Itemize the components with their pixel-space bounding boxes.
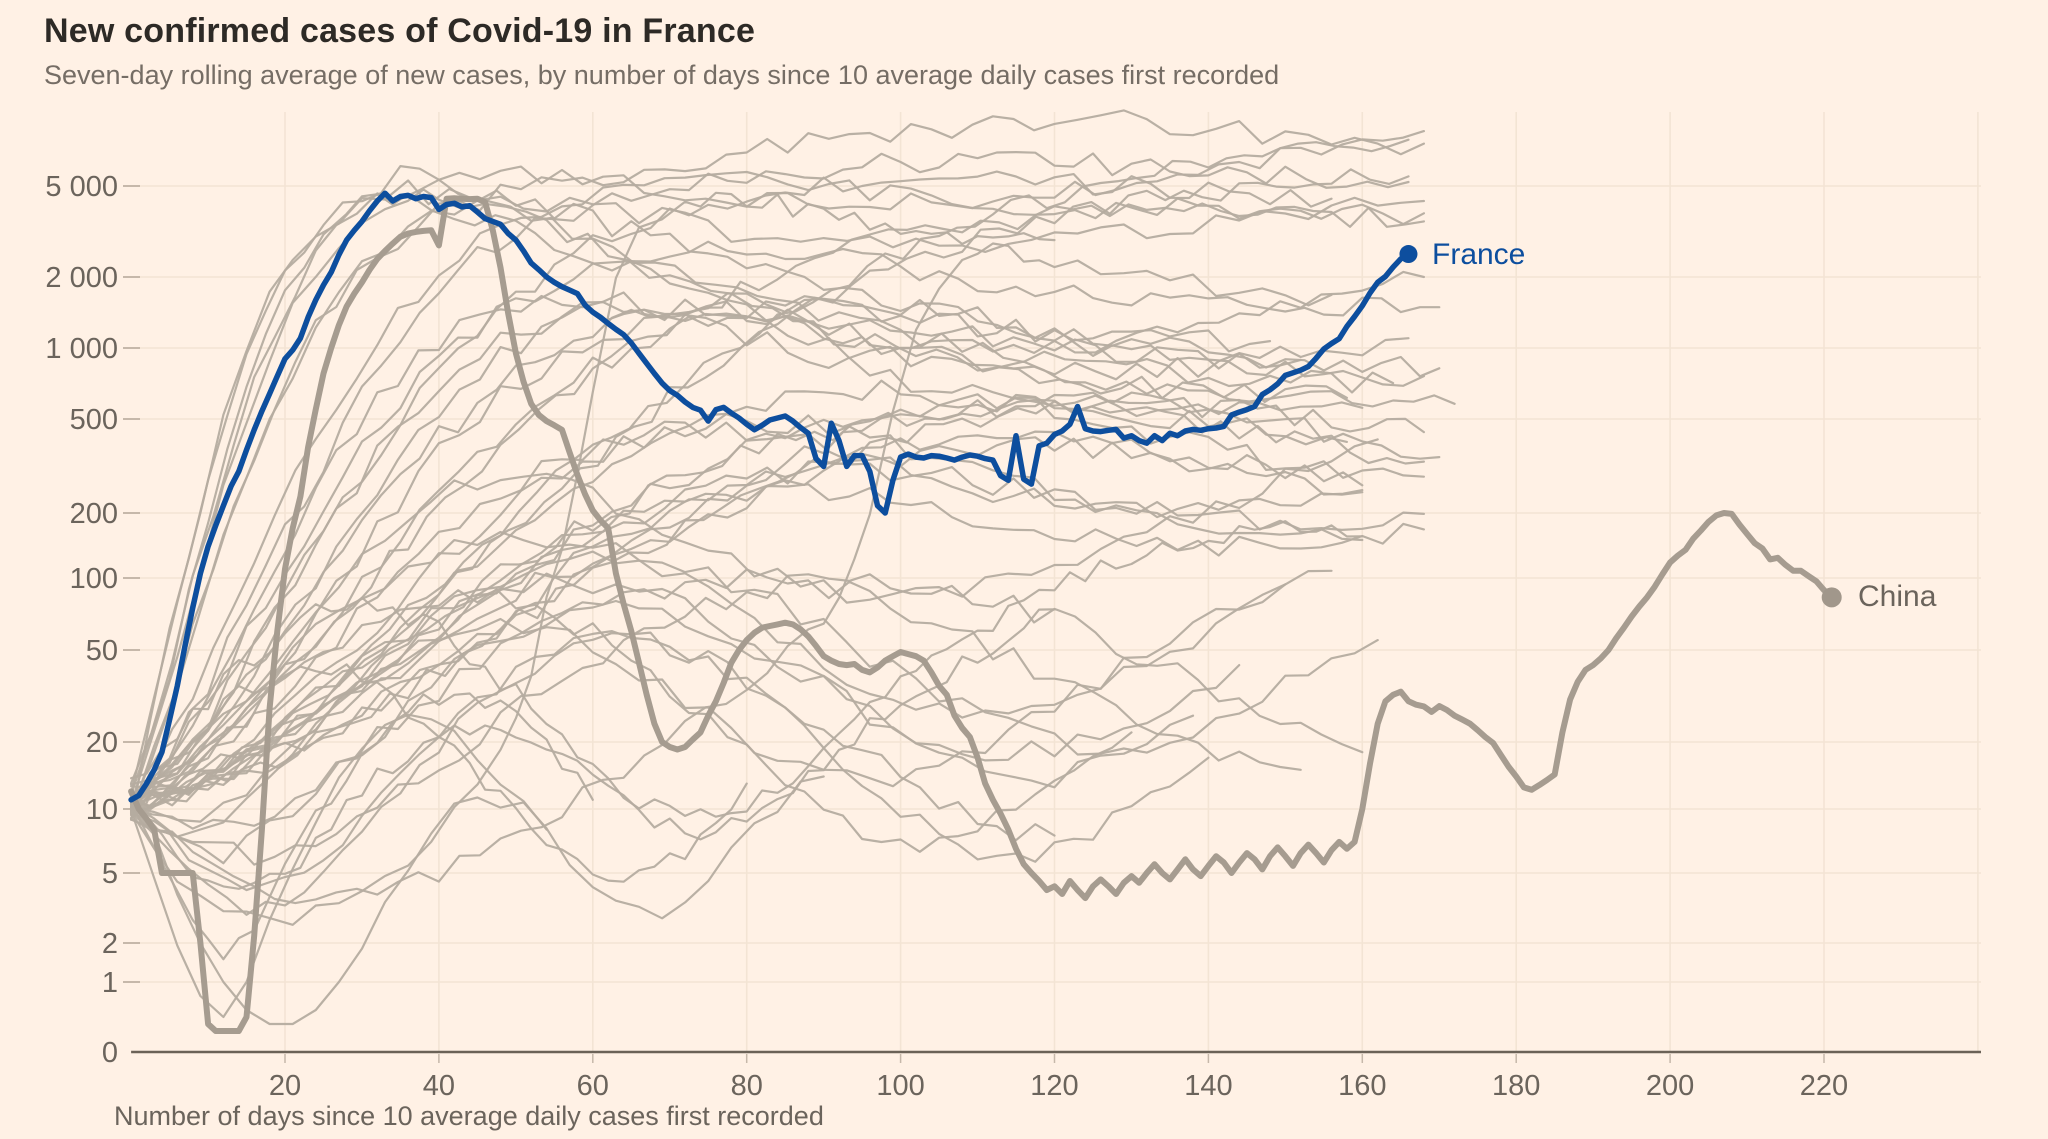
background-series-line	[130, 165, 1425, 821]
background-series-line	[130, 631, 1056, 916]
x-tick-label: 40	[423, 1070, 455, 1102]
background-series-line	[130, 295, 1441, 802]
background-series-line	[130, 312, 1302, 802]
background-series-line	[130, 460, 1425, 812]
page-title: New confirmed cases of Covid-19 in Franc…	[44, 12, 756, 50]
y-tick-label: 0	[102, 1037, 118, 1069]
france-series-label: France	[1432, 238, 1526, 271]
france-endpoint-dot	[1399, 245, 1418, 264]
background-series-line	[130, 572, 1195, 807]
x-tick-label: 60	[577, 1070, 609, 1102]
background-series-line	[130, 379, 1425, 820]
background-series-line	[130, 568, 1302, 830]
background-series-line	[130, 151, 1410, 810]
x-tick-label: 80	[731, 1070, 763, 1102]
x-tick-label: 220	[1800, 1070, 1848, 1102]
y-tick-label: 2	[102, 928, 118, 960]
x-tick-label: 160	[1338, 1070, 1386, 1102]
background-series-line	[130, 398, 1425, 811]
y-tick-label: 10	[86, 794, 118, 826]
y-tick-label: 20	[86, 727, 118, 759]
x-tick-label: 100	[876, 1070, 924, 1102]
background-series-line	[130, 391, 1441, 805]
background-series-line	[130, 168, 1410, 805]
x-tick-label: 200	[1646, 1070, 1694, 1102]
background-series-line	[130, 775, 825, 1026]
x-axis-title: Number of days since 10 average daily ca…	[114, 1101, 824, 1131]
background-series-line	[130, 191, 1056, 926]
background-series-line	[130, 170, 1333, 804]
background-series-line	[130, 242, 1333, 905]
y-tick-label: 200	[70, 498, 118, 530]
background-series-line	[130, 202, 1425, 810]
background-series-line	[130, 436, 1364, 811]
y-tick-label: 100	[70, 563, 118, 595]
x-tick-label: 140	[1184, 1070, 1232, 1102]
background-series-line	[130, 608, 1056, 890]
y-tick-label: 500	[70, 404, 118, 436]
page-subtitle: Seven-day rolling average of new cases, …	[44, 60, 1280, 90]
y-tick-label: 1	[102, 967, 118, 999]
background-series-line	[130, 109, 1425, 810]
france-line	[128, 190, 1412, 803]
y-tick-label: 50	[86, 635, 118, 667]
china-line	[128, 195, 1835, 1034]
background-series-line	[130, 520, 1364, 818]
background-series-line	[130, 438, 1379, 805]
y-tick-label: 5 000	[45, 171, 118, 203]
background-series-line	[130, 550, 1379, 823]
background-series-line	[130, 270, 1425, 812]
y-tick-label: 5	[102, 858, 118, 890]
background-series-line	[130, 599, 1241, 865]
background-series-line	[130, 692, 594, 961]
background-series-line	[130, 530, 1333, 786]
china-series-label: China	[1858, 580, 1937, 613]
x-tick-label: 120	[1030, 1070, 1078, 1102]
background-series-line	[130, 713, 548, 1019]
background-series-line	[130, 630, 1210, 892]
y-tick-label: 1 000	[45, 333, 118, 365]
x-tick-label: 20	[269, 1070, 301, 1102]
background-series-line	[130, 573, 1364, 866]
background-series-line	[130, 195, 1425, 816]
china-endpoint-dot	[1821, 587, 1842, 608]
background-series-line	[130, 240, 1441, 814]
background-series-line	[130, 396, 1425, 808]
y-tick-label: 2 000	[45, 262, 118, 294]
x-tick-label: 180	[1492, 1070, 1540, 1102]
